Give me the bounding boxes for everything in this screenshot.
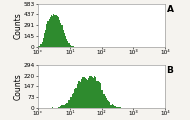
Y-axis label: Counts: Counts bbox=[13, 12, 22, 39]
Y-axis label: Counts: Counts bbox=[13, 73, 22, 100]
Text: A: A bbox=[167, 5, 174, 14]
Text: B: B bbox=[167, 66, 173, 75]
